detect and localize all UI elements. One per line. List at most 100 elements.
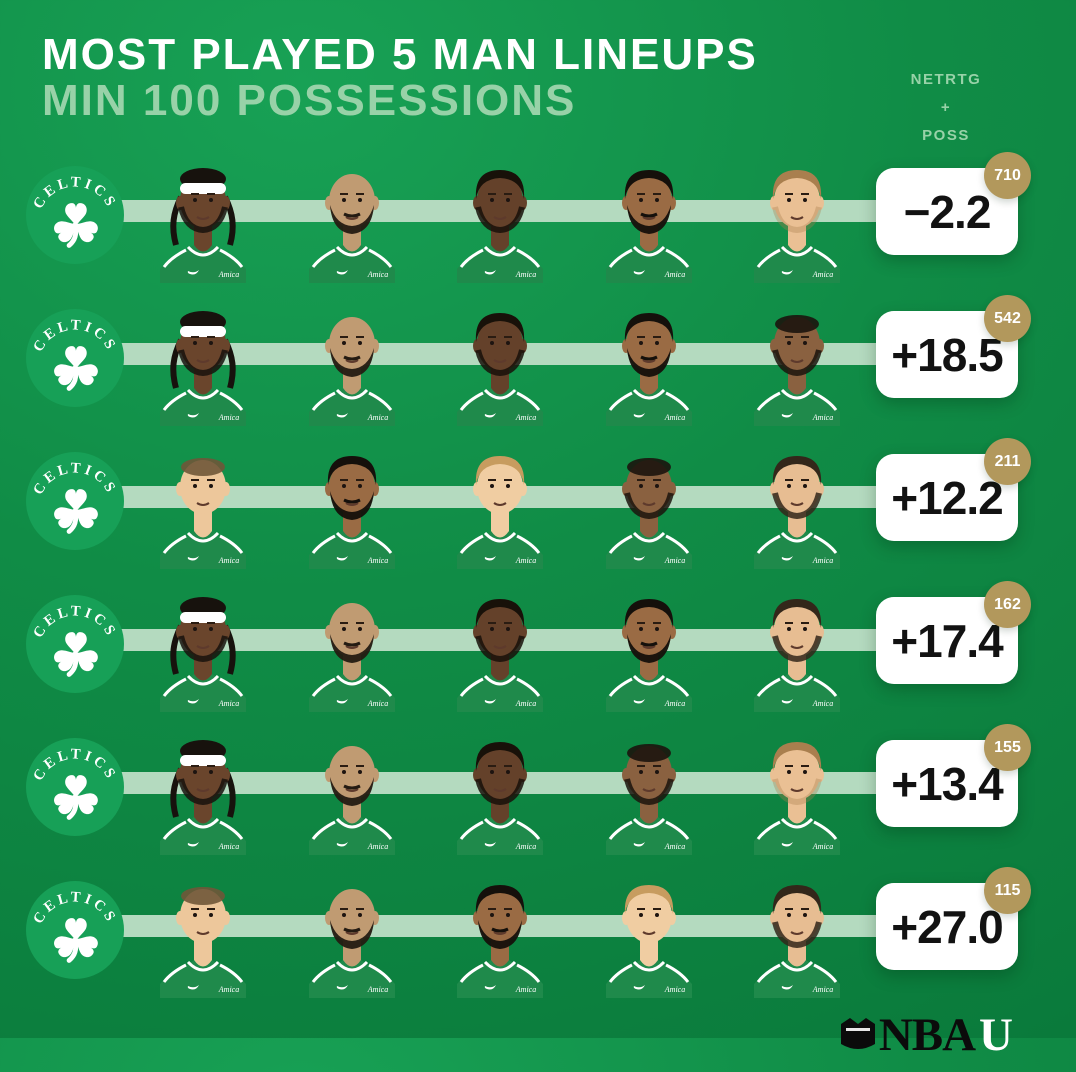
svg-text:Amica: Amica: [663, 699, 684, 708]
legend-line-netrtg: NETRTG: [910, 71, 982, 88]
player-headshot-jrue-holiday: Amica: [150, 727, 256, 855]
lineup-players: Amica Amica: [150, 727, 850, 855]
celtics-logo-icon: CELTICS: [26, 881, 124, 979]
possessions-badge: 542: [984, 295, 1031, 342]
player-headshot-jaylen-brown: Amica: [447, 155, 553, 283]
netrtg-value: −2.2: [903, 185, 992, 238]
possessions-badge: 162: [984, 581, 1031, 628]
lineup-rows: CELTICS Amica: [0, 148, 1076, 1006]
player-headshot-derrick-white: Amica: [299, 155, 405, 283]
player-headshot-sam-hauser: Amica: [447, 441, 553, 569]
netrtg-card: +18.5 542: [876, 295, 1031, 398]
svg-text:Amica: Amica: [366, 270, 387, 279]
svg-text:Amica: Amica: [366, 842, 387, 851]
svg-text:Amica: Amica: [812, 556, 833, 565]
player-headshot-jrue-holiday: Amica: [150, 584, 256, 712]
page-subtitle: MIN 100 POSSESSIONS: [42, 75, 577, 125]
svg-text:Amica: Amica: [663, 556, 684, 565]
svg-text:Amica: Amica: [218, 699, 239, 708]
netrtg-card: −2.2 710: [876, 152, 1031, 255]
player-headshot-jayson-tatum: Amica: [447, 870, 553, 998]
celtics-logo-icon: CELTICS: [26, 452, 124, 550]
possessions-badge: 115: [984, 867, 1031, 914]
possessions-badge: 710: [984, 152, 1031, 199]
lineup-row: CELTICS Amica: [0, 148, 1076, 291]
player-headshot-kristaps-porzingis: Amica: [744, 155, 850, 283]
legend-line-plus: +: [940, 98, 952, 116]
netrtg-value: +17.4: [891, 614, 1003, 667]
player-headshot-jrue-holiday: Amica: [150, 298, 256, 426]
netrtg-card: +13.4 155: [876, 724, 1031, 827]
svg-text:Amica: Amica: [812, 842, 833, 851]
lineup-row: CELTICS Amica: [0, 577, 1076, 720]
svg-text:Amica: Amica: [515, 556, 536, 565]
player-headshot-jaylen-brown: Amica: [447, 584, 553, 712]
svg-text:Amica: Amica: [812, 985, 833, 994]
player-headshot-payton-pritchard: Amica: [150, 441, 256, 569]
netrtg-value: +18.5: [891, 328, 1003, 381]
svg-text:Amica: Amica: [218, 985, 239, 994]
celtics-logo-icon: CELTICS: [26, 595, 124, 693]
netrtg-value: +12.2: [891, 471, 1003, 524]
svg-text:Amica: Amica: [366, 413, 387, 422]
svg-text:Amica: Amica: [812, 699, 833, 708]
player-headshot-jayson-tatum: Amica: [596, 298, 702, 426]
watermark-u-text: U: [979, 1009, 1013, 1061]
lineup-players: Amica Amica: [150, 441, 850, 569]
celtics-logo-icon: CELTICS: [26, 309, 124, 407]
svg-text:Amica: Amica: [515, 270, 536, 279]
player-headshot-luke-kornet: Amica: [744, 870, 850, 998]
svg-text:Amica: Amica: [663, 842, 684, 851]
player-headshot-al-horford: Amica: [744, 298, 850, 426]
svg-text:Amica: Amica: [515, 842, 536, 851]
player-headshot-derrick-white: Amica: [299, 584, 405, 712]
svg-text:Amica: Amica: [812, 413, 833, 422]
lineup-row: CELTICS Amica: [0, 291, 1076, 434]
player-headshot-al-horford: Amica: [596, 441, 702, 569]
svg-text:Amica: Amica: [218, 556, 239, 565]
svg-text:Amica: Amica: [663, 270, 684, 279]
page-title: MOST PLAYED 5 MAN LINEUPS: [42, 30, 758, 79]
celtics-logo-icon: CELTICS: [26, 738, 124, 836]
lineup-row: CELTICS Amica: [0, 720, 1076, 863]
lineup-row: CELTICS Amica: [0, 863, 1076, 1006]
svg-text:Amica: Amica: [515, 985, 536, 994]
netrtg-card: +17.4 162: [876, 581, 1031, 684]
netrtg-value: +13.4: [891, 757, 1003, 810]
possessions-badge: 211: [984, 438, 1031, 485]
nba-university-watermark: NBA U: [840, 1009, 1013, 1072]
svg-text:Amica: Amica: [366, 556, 387, 565]
header: MOST PLAYED 5 MAN LINEUPS MIN 100 POSSES…: [42, 32, 758, 124]
lineup-players: Amica Amica: [150, 584, 850, 712]
player-headshot-al-horford: Amica: [596, 727, 702, 855]
svg-text:Amica: Amica: [218, 842, 239, 851]
player-headshot-derrick-white: Amica: [299, 870, 405, 998]
netrtg-card: +27.0 115: [876, 867, 1031, 970]
svg-text:Amica: Amica: [218, 270, 239, 279]
watermark-nba-text: NBA: [878, 1009, 976, 1061]
svg-text:Amica: Amica: [218, 413, 239, 422]
svg-text:Amica: Amica: [366, 985, 387, 994]
svg-text:Amica: Amica: [515, 699, 536, 708]
player-headshot-sam-hauser: Amica: [596, 870, 702, 998]
lineup-players: Amica Amica: [150, 298, 850, 426]
player-headshot-derrick-white: Amica: [299, 298, 405, 426]
player-headshot-jayson-tatum: Amica: [299, 441, 405, 569]
svg-text:Amica: Amica: [663, 413, 684, 422]
player-headshot-jaylen-brown: Amica: [447, 727, 553, 855]
netrtg-card: +12.2 211: [876, 438, 1031, 541]
legend-line-poss: POSS: [922, 126, 970, 144]
player-headshot-jaylen-brown: Amica: [447, 298, 553, 426]
svg-text:Amica: Amica: [515, 413, 536, 422]
celtics-logo-icon: CELTICS: [26, 166, 124, 264]
legend-netrtg-poss: NETRTG + POSS: [896, 66, 996, 149]
player-headshot-jrue-holiday: Amica: [150, 155, 256, 283]
netrtg-value: +27.0: [891, 900, 1003, 953]
possessions-badge: 155: [984, 724, 1031, 771]
svg-text:Amica: Amica: [812, 270, 833, 279]
player-headshot-jayson-tatum: Amica: [596, 155, 702, 283]
nba-shield-icon: [840, 1018, 875, 1049]
lineup-players: Amica Amica: [150, 870, 850, 998]
svg-text:Amica: Amica: [663, 985, 684, 994]
lineup-row: CELTICS Amica: [0, 434, 1076, 577]
